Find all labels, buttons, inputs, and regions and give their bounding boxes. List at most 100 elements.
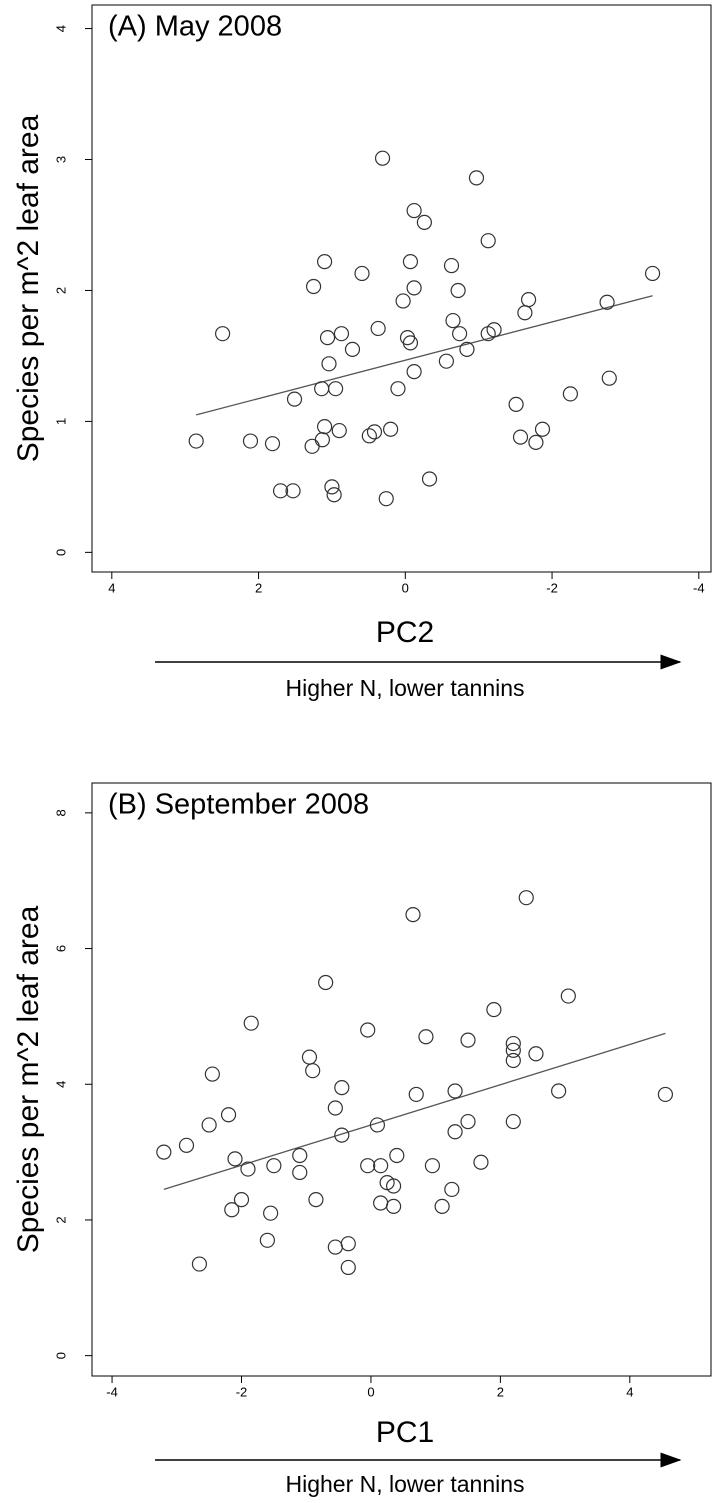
y-tick-label: 1 [53, 418, 68, 425]
point [314, 432, 330, 448]
point [227, 1151, 243, 1167]
point [385, 1198, 402, 1214]
point [327, 1239, 343, 1255]
point [331, 422, 347, 439]
point [370, 320, 386, 337]
point [340, 1259, 356, 1276]
point [242, 433, 259, 449]
point [243, 1015, 259, 1031]
point [408, 1086, 424, 1103]
x-tick-label: 2 [497, 1384, 504, 1399]
point [156, 1144, 172, 1160]
point [459, 341, 475, 357]
point [486, 322, 502, 338]
point [340, 1236, 356, 1252]
point [360, 1158, 376, 1174]
point [326, 487, 342, 503]
point [517, 305, 533, 321]
point [512, 429, 529, 445]
point [327, 381, 344, 397]
point [444, 1181, 460, 1198]
point [263, 1205, 279, 1221]
chart-title: (B) September 2008 [108, 789, 369, 821]
y-axis-label: Species per m^2 leaf area [12, 114, 45, 462]
point [599, 294, 615, 310]
point [266, 1158, 282, 1174]
point [292, 1147, 308, 1164]
point [264, 436, 281, 452]
point [406, 364, 422, 380]
point [354, 265, 370, 282]
point [657, 1086, 674, 1103]
point [378, 491, 394, 507]
point [316, 419, 333, 435]
plot-frame [91, 782, 712, 1377]
x-tick-label: 0 [402, 580, 409, 595]
y-tick-label: 2 [53, 1216, 68, 1223]
point [601, 370, 617, 386]
point [402, 254, 419, 270]
y-tick-label: 4 [53, 25, 68, 32]
point [434, 1198, 450, 1214]
point [402, 335, 419, 351]
x-tick-label: -4 [693, 580, 705, 595]
point [480, 233, 496, 249]
x-tick-label: -2 [546, 580, 558, 595]
point [390, 381, 406, 397]
point [344, 341, 361, 357]
point [327, 1100, 343, 1116]
point [421, 471, 438, 487]
trend-line [163, 1032, 666, 1191]
point [447, 1124, 463, 1140]
point [383, 421, 399, 437]
point [292, 1164, 308, 1181]
point [178, 1137, 195, 1153]
point [505, 1035, 521, 1052]
point [334, 1080, 350, 1096]
point [534, 421, 551, 437]
point [374, 150, 391, 166]
x-tick-label: -4 [106, 1384, 118, 1399]
point [220, 1107, 237, 1123]
point [240, 1161, 256, 1177]
point [373, 1195, 389, 1211]
point [399, 330, 416, 346]
point [508, 396, 524, 412]
point [450, 282, 466, 299]
point [560, 988, 576, 1004]
plot-frame [91, 4, 712, 573]
point [438, 353, 454, 369]
point [406, 202, 422, 219]
point [473, 1154, 489, 1170]
point [286, 391, 303, 407]
point [285, 483, 301, 499]
x-tick-label: 2 [255, 580, 262, 595]
point [366, 424, 383, 440]
point [318, 974, 334, 991]
point [505, 1113, 521, 1130]
point [528, 434, 544, 450]
point [369, 1117, 386, 1133]
y-tick-label: 2 [53, 287, 68, 294]
annotation: Higher N, lower tannins [285, 675, 524, 701]
y-axis-label: Species per m^2 leaf area [12, 905, 45, 1253]
point [319, 330, 336, 346]
x-axis-label: PC1 [376, 1416, 434, 1449]
point [486, 1002, 502, 1018]
point [333, 326, 350, 342]
chart-title: (A) May 2008 [108, 11, 282, 43]
point [305, 278, 322, 295]
point [385, 1178, 402, 1194]
point [308, 1191, 324, 1208]
point [215, 326, 231, 342]
point [443, 257, 460, 274]
point [451, 326, 468, 342]
point [468, 170, 485, 186]
point [405, 907, 421, 923]
point [644, 265, 661, 282]
point [520, 292, 537, 308]
point [272, 483, 289, 499]
point [321, 356, 337, 372]
y-tick-label: 4 [53, 1081, 68, 1088]
